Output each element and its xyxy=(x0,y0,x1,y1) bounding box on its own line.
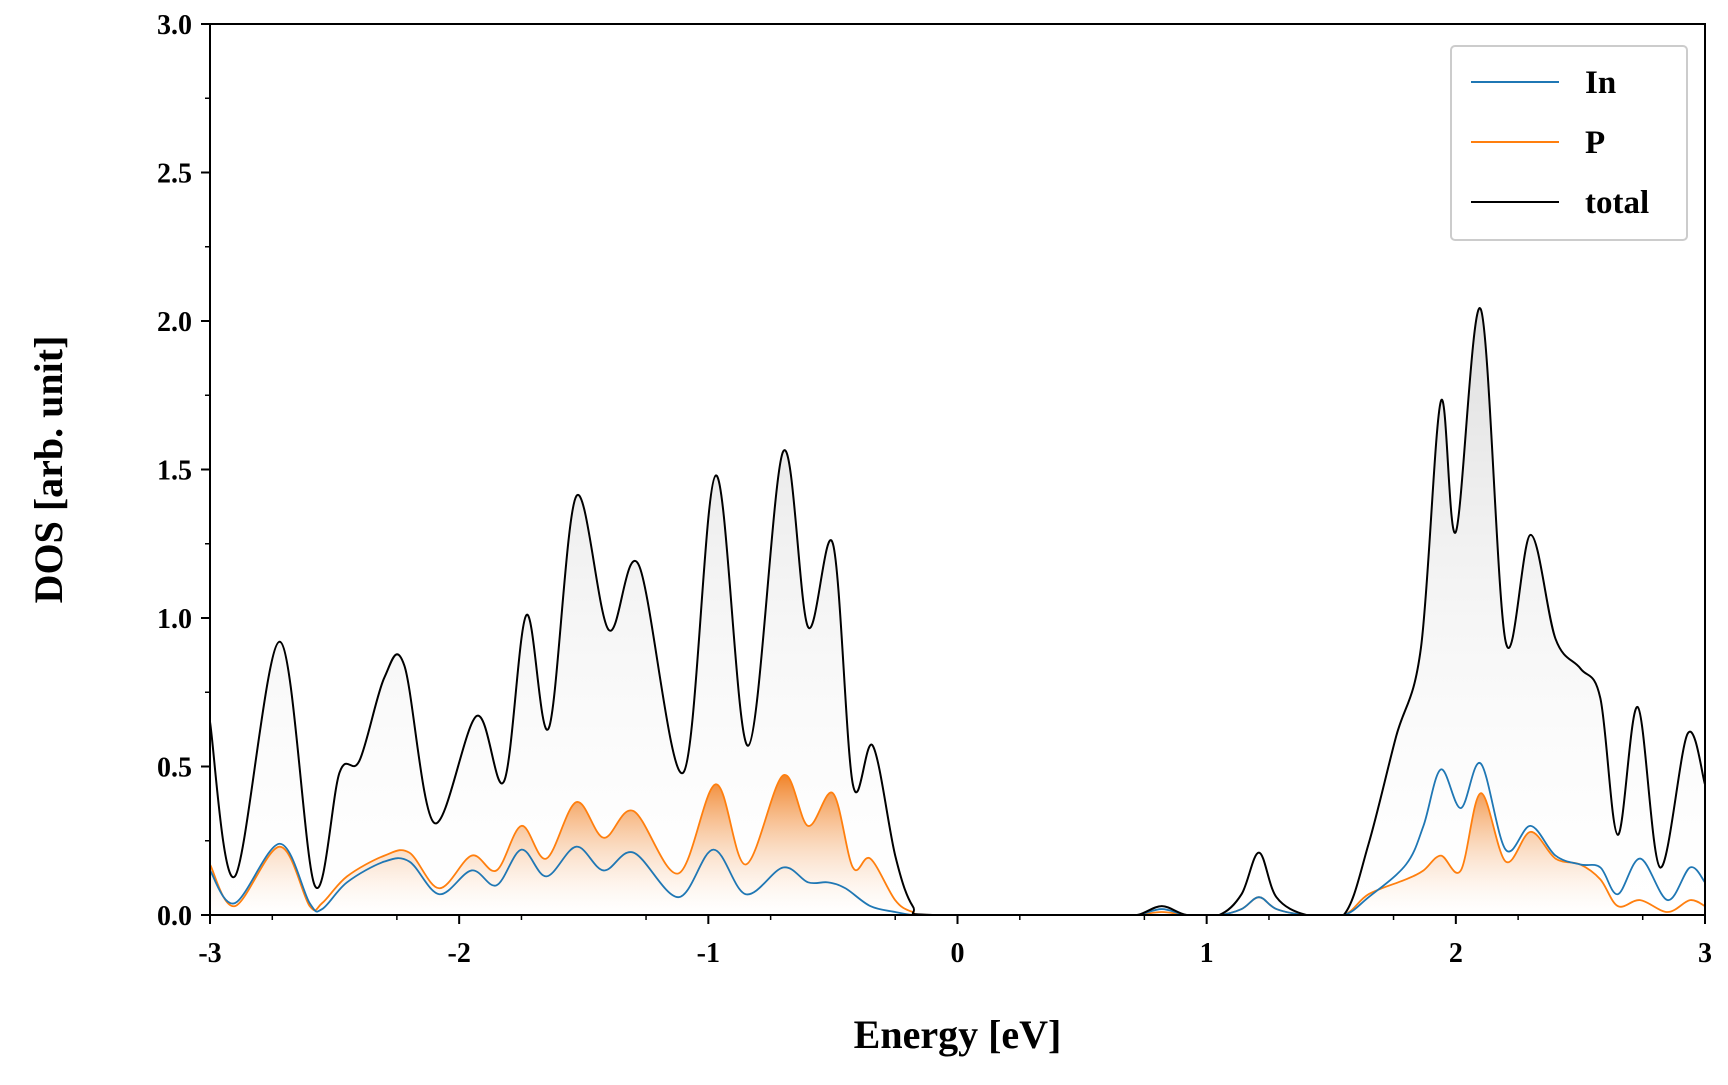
x-tick-label: -3 xyxy=(198,938,221,969)
y-tick-label: 0.0 xyxy=(157,901,192,932)
total-area-fill xyxy=(210,308,1705,915)
legend-label-p: P xyxy=(1585,125,1605,161)
p-area-fill xyxy=(210,774,1705,915)
y-tick-label: 3.0 xyxy=(157,10,192,41)
y-tick-label: 2.5 xyxy=(157,159,192,190)
y-axis-title: DOS [arb. unit] xyxy=(26,336,71,604)
y-tick-label: 1.0 xyxy=(157,604,192,635)
fill-layer xyxy=(210,308,1705,915)
x-tick-label: 3 xyxy=(1698,938,1712,969)
series-line-total xyxy=(209,307,1706,917)
legend-label-total: total xyxy=(1585,185,1649,221)
legend-box xyxy=(1450,45,1688,241)
x-tick-label: -1 xyxy=(697,938,720,969)
x-axis-title: Energy [eV] xyxy=(854,1012,1062,1057)
axis-ticks: -3 -2 -1 0 1 2 3 0.0 0.5 1.0 1.5 2.0 2.5 3.0 xyxy=(157,10,1712,969)
x-tick-label: 0 xyxy=(951,938,965,969)
y-tick-label: 0.5 xyxy=(157,753,192,784)
y-tick-label: 1.5 xyxy=(157,456,192,487)
x-tick-label: 1 xyxy=(1200,938,1214,969)
x-tick-label: -2 xyxy=(448,938,471,969)
y-tick-label: 2.0 xyxy=(157,307,192,338)
legend-label-in: In xyxy=(1585,65,1616,101)
x-tick-label: 2 xyxy=(1449,938,1463,969)
